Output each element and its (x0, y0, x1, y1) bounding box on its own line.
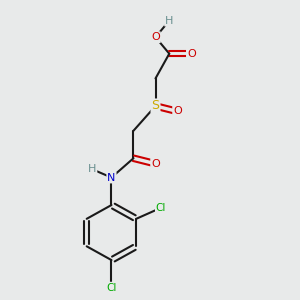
Text: H: H (88, 164, 96, 174)
Text: Cl: Cl (106, 283, 117, 292)
Text: N: N (107, 172, 116, 182)
Text: S: S (152, 100, 160, 112)
Text: O: O (173, 106, 182, 116)
Text: O: O (151, 32, 160, 42)
Text: Cl: Cl (156, 203, 166, 213)
Text: O: O (151, 159, 160, 169)
Text: H: H (165, 16, 173, 26)
Text: O: O (187, 49, 196, 59)
